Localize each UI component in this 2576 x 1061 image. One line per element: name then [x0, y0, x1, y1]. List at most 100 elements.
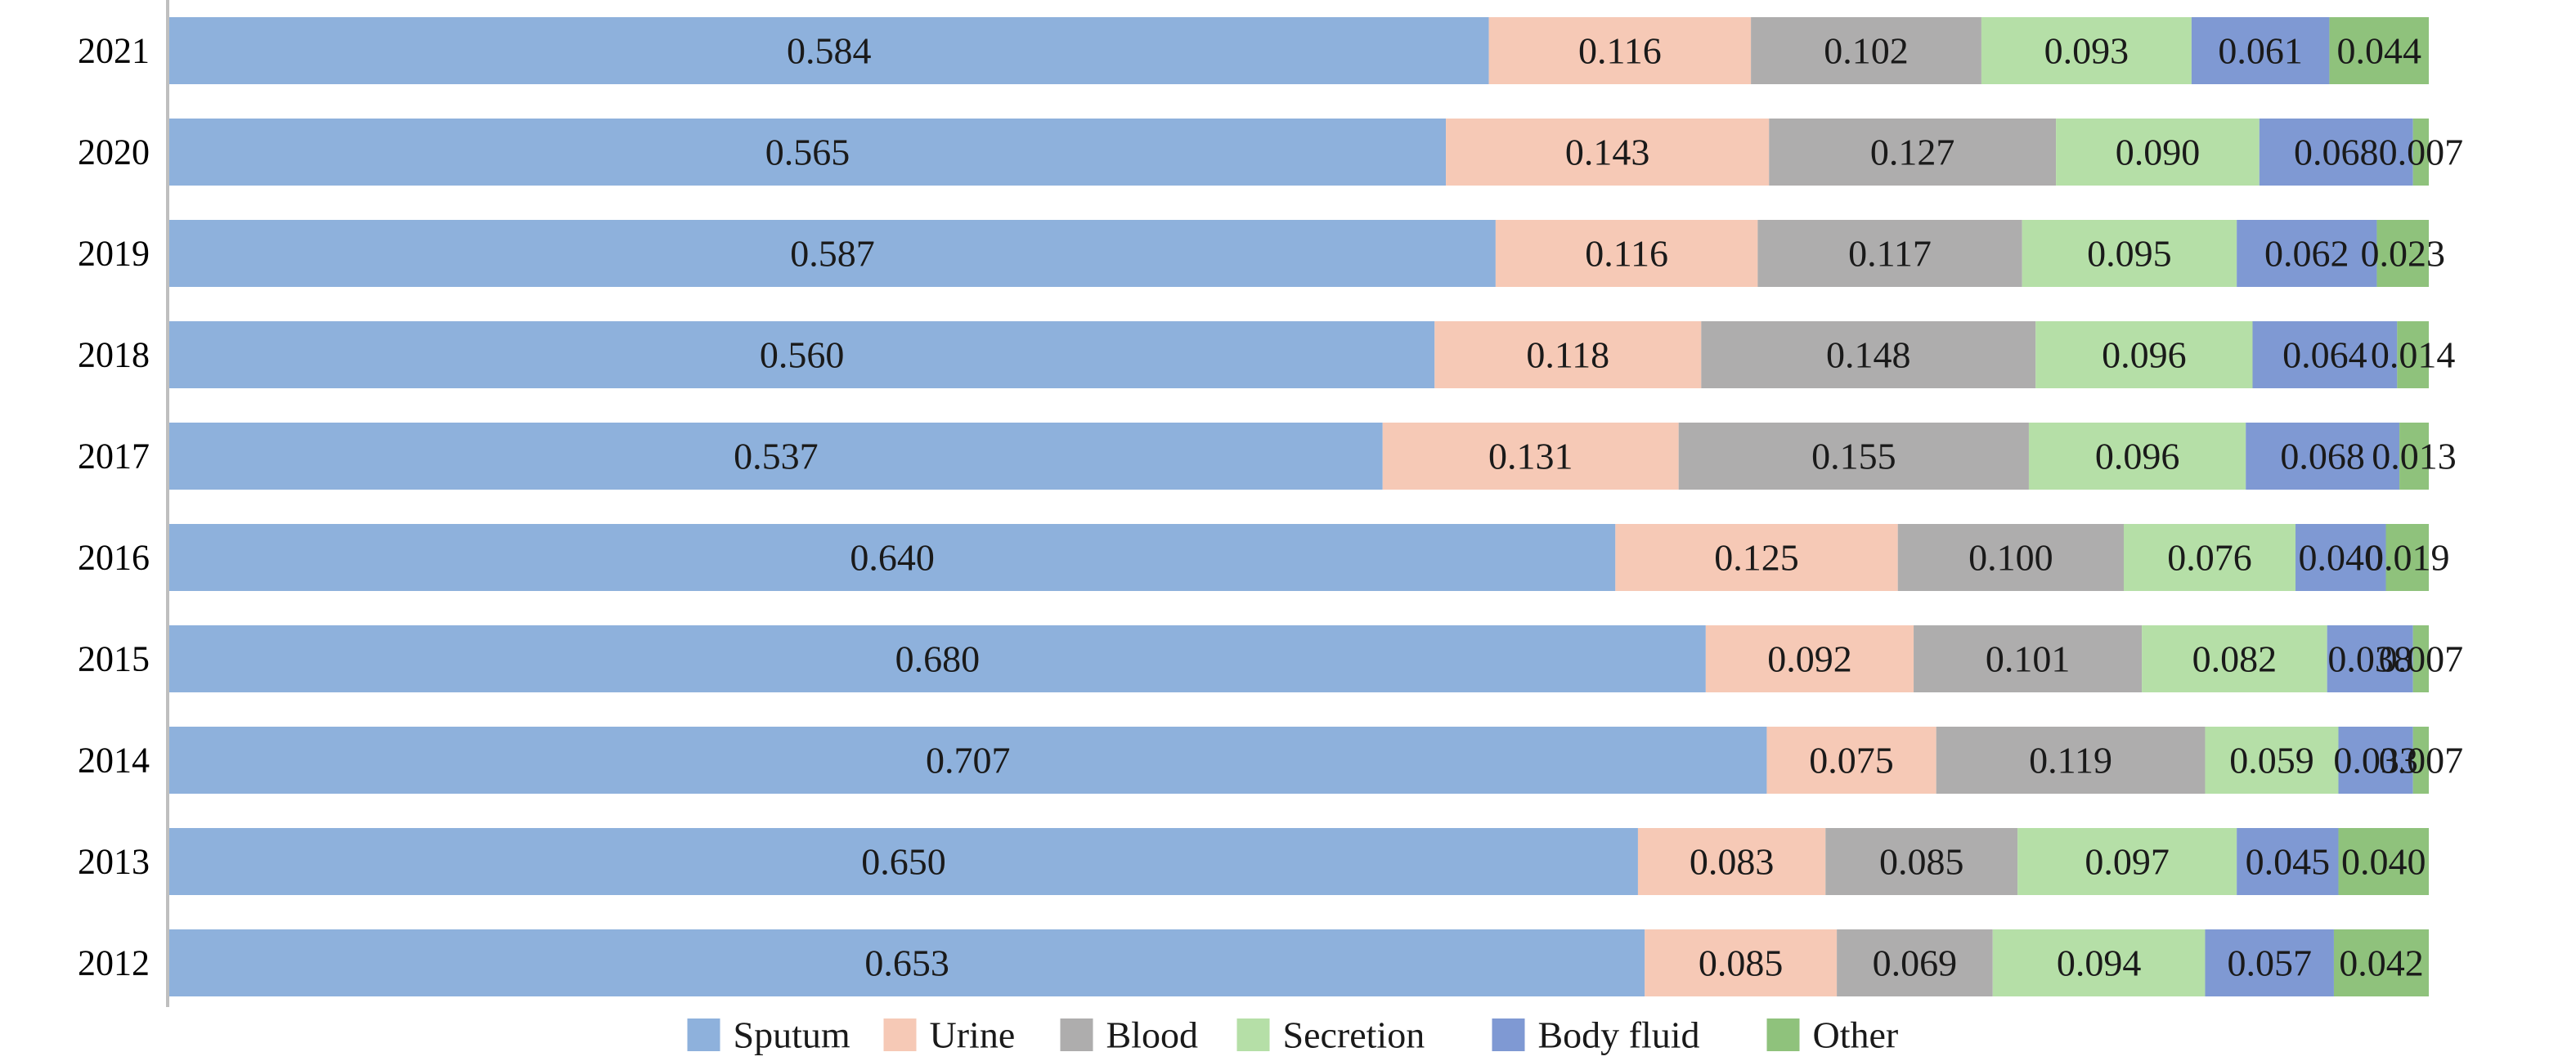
bar-segment-body-fluid-2015: [2327, 625, 2413, 692]
bar-segment-urine-2016: [1615, 524, 1898, 591]
y-tick-label-2016: 2016: [78, 538, 150, 578]
data-label-urine-2017: 0.131: [1488, 436, 1573, 477]
bar-segment-body-fluid-2019: [2237, 220, 2377, 287]
bar-segment-blood-2015: [1914, 625, 2143, 692]
data-label-body-fluid-2017: 0.068: [2280, 436, 2365, 477]
data-label-blood-2012: 0.069: [1873, 942, 1958, 984]
y-tick-label-2021: 2021: [78, 31, 150, 71]
data-label-other-2018: 0.014: [2371, 334, 2456, 376]
bar-segment-sputum-2013: [169, 828, 1638, 895]
bar-segment-secretion-2021: [1981, 17, 2192, 84]
legend-swatch-secretion: [1236, 1018, 1270, 1051]
data-label-body-fluid-2014: 0.033: [2333, 740, 2418, 781]
data-label-urine-2013: 0.083: [1690, 841, 1775, 883]
data-label-secretion-2019: 0.095: [2087, 233, 2172, 275]
bar-segment-urine-2021: [1488, 17, 1752, 84]
legend-swatch-blood: [1060, 1018, 1093, 1051]
bar-segment-body-fluid-2017: [2246, 423, 2400, 490]
data-label-body-fluid-2021: 0.061: [2218, 30, 2303, 72]
y-tick-label-2013: 2013: [78, 842, 150, 882]
bar-segment-blood-2014: [1936, 727, 2206, 794]
data-label-sputum-2020: 0.565: [765, 132, 850, 173]
bar-segment-sputum-2019: [169, 220, 1496, 287]
y-tick-labels: 2021 2020 2019 2018 2017 2016 2015 2014 2013 2012: [78, 31, 150, 983]
bar-segment-urine-2013: [1637, 828, 1826, 895]
data-label-other-2016: 0.019: [2365, 537, 2450, 579]
data-label-body-fluid-2016: 0.040: [2298, 537, 2383, 579]
bar-segment-blood-2019: [1757, 220, 2022, 287]
data-label-sputum-2017: 0.537: [734, 436, 819, 477]
legend-swatch-other: [1766, 1018, 1800, 1051]
legend-label-sputum: Sputum: [734, 1014, 850, 1056]
data-label-sputum-2016: 0.640: [850, 537, 935, 579]
data-label-other-2015: 0.007: [2379, 638, 2464, 680]
bar-segment-blood-2013: [1825, 828, 2018, 895]
bar-segment-urine-2019: [1495, 220, 1758, 287]
legend-swatch-urine: [883, 1018, 917, 1051]
data-label-blood-2014: 0.119: [2029, 740, 2112, 781]
data-label-body-fluid-2012: 0.057: [2227, 942, 2312, 984]
bar-segment-secretion-2014: [2205, 727, 2339, 794]
data-label-other-2014: 0.007: [2379, 740, 2464, 781]
data-label-urine-2015: 0.092: [1767, 638, 1852, 680]
y-tick-label-2019: 2019: [78, 234, 150, 274]
data-label-sputum-2019: 0.587: [790, 233, 875, 275]
bar-segment-urine-2018: [1434, 321, 1702, 388]
data-label-blood-2018: 0.148: [1826, 334, 1911, 376]
bar-segment-body-fluid-2020: [2259, 119, 2413, 186]
legend-label-body-fluid: Body fluid: [1538, 1014, 1700, 1056]
data-label-sputum-2013: 0.650: [861, 841, 946, 883]
y-tick-label-2014: 2014: [78, 741, 150, 781]
bar-segment-secretion-2015: [2142, 625, 2327, 692]
bar-segment-sputum-2017: [169, 423, 1383, 490]
data-label-secretion-2013: 0.097: [2085, 841, 2170, 883]
bar-segment-blood-2021: [1751, 17, 1981, 84]
data-label-secretion-2015: 0.082: [2192, 638, 2278, 680]
bar-segment-urine-2017: [1382, 423, 1679, 490]
data-label-urine-2012: 0.085: [1699, 942, 1784, 984]
bar-segment-secretion-2019: [2022, 220, 2237, 287]
bar-segment-other-2013: [2338, 828, 2429, 895]
bar-segment-body-fluid-2013: [2237, 828, 2339, 895]
bar-segment-urine-2014: [1766, 727, 1936, 794]
legend-label-secretion: Secretion: [1283, 1014, 1425, 1056]
data-label-other-2012: 0.042: [2339, 942, 2424, 984]
data-label-urine-2021: 0.116: [1578, 30, 1662, 72]
bar-segment-body-fluid-2016: [2295, 524, 2386, 591]
data-label-other-2013: 0.040: [2341, 841, 2426, 883]
bar-segment-blood-2018: [1701, 321, 2036, 388]
data-label-sputum-2015: 0.680: [895, 638, 981, 680]
data-label-other-2021: 0.044: [2336, 30, 2421, 72]
bar-segment-secretion-2013: [2017, 828, 2237, 895]
bar-segment-secretion-2020: [2056, 119, 2260, 186]
data-label-body-fluid-2020: 0.068: [2294, 132, 2379, 173]
data-label-blood-2016: 0.100: [1968, 537, 2053, 579]
bar-segment-body-fluid-2021: [2191, 17, 2330, 84]
data-label-body-fluid-2018: 0.064: [2282, 334, 2367, 376]
data-label-sputum-2021: 0.584: [787, 30, 872, 72]
bar-segment-other-2019: [2376, 220, 2429, 287]
y-tick-label-2017: 2017: [78, 436, 150, 477]
data-label-body-fluid-2015: 0.038: [2327, 638, 2412, 680]
bar-segment-sputum-2015: [169, 625, 1706, 692]
bar-segment-blood-2016: [1897, 524, 2124, 591]
y-tick-label-2012: 2012: [78, 943, 150, 983]
bar-segment-urine-2012: [1645, 929, 1838, 996]
bar-segment-sputum-2021: [169, 17, 1489, 84]
legend: Sputum Urine Blood Secretion Body fluid Other: [687, 1014, 1898, 1056]
legend-label-blood: Blood: [1106, 1014, 1198, 1056]
data-label-secretion-2020: 0.090: [2116, 132, 2201, 173]
bar-segment-secretion-2017: [2028, 423, 2246, 490]
data-label-urine-2020: 0.143: [1565, 132, 1650, 173]
data-label-urine-2019: 0.116: [1585, 233, 1668, 275]
bar-segment-blood-2020: [1769, 119, 2057, 186]
bars-layer: [169, 17, 2429, 996]
bar-segment-sputum-2014: [169, 727, 1767, 794]
bar-segment-other-2015: [2412, 625, 2429, 692]
bar-segment-urine-2015: [1705, 625, 1914, 692]
y-tick-label-2018: 2018: [78, 335, 150, 375]
data-label-other-2020: 0.007: [2379, 132, 2464, 173]
data-label-sputum-2012: 0.653: [864, 942, 949, 984]
bar-segment-body-fluid-2018: [2252, 321, 2398, 388]
bar-segment-other-2021: [2329, 17, 2429, 84]
